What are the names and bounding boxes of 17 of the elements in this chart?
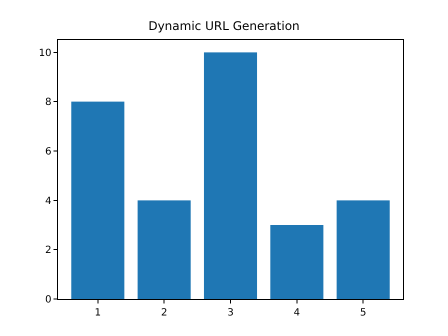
x-tick-label: 5: [360, 308, 366, 318]
y-tick-label: 4: [45, 196, 52, 207]
bar: [71, 102, 124, 299]
x-tick-label: 3: [227, 308, 234, 318]
bar: [270, 225, 324, 299]
bar: [138, 200, 191, 299]
y-tick-label: 0: [45, 294, 52, 306]
x-tick-label: 1: [94, 308, 101, 318]
bar: [204, 52, 258, 299]
bar: [336, 200, 390, 299]
x-tick-label: 4: [294, 308, 300, 318]
y-tick-label: 6: [45, 146, 52, 158]
chart-title: Dynamic URL Generation: [148, 19, 300, 33]
y-tick-label: 2: [45, 245, 52, 256]
x-tick-label: 2: [160, 308, 168, 318]
y-tick-label: 8: [45, 97, 52, 108]
y-tick-label: 10: [38, 48, 52, 59]
